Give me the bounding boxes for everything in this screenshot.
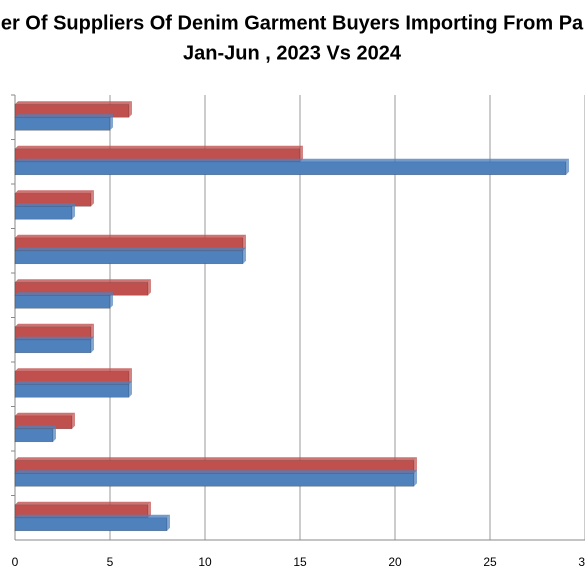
bar-top xyxy=(15,470,417,474)
bar-top xyxy=(15,292,113,296)
bar xyxy=(14,472,415,487)
bar-side xyxy=(129,368,132,385)
bar-side xyxy=(110,292,113,309)
bar-side xyxy=(167,514,170,531)
bar-top xyxy=(15,101,132,105)
bar-top xyxy=(15,158,569,162)
x-tick-label: 0 xyxy=(12,555,19,569)
bar-side xyxy=(566,158,569,175)
x-tick-label: 25 xyxy=(483,555,497,569)
bar-side xyxy=(414,457,417,474)
bar-top xyxy=(15,279,151,283)
bar-side xyxy=(129,381,132,398)
bar-top xyxy=(15,336,94,340)
bar-top xyxy=(15,234,246,238)
bar xyxy=(14,294,111,309)
bar-side xyxy=(72,412,75,429)
x-tick-label: 15 xyxy=(293,555,307,569)
bar xyxy=(14,383,130,398)
bar-top xyxy=(15,247,246,251)
bar-top xyxy=(15,368,132,372)
chart-subtitle: Jan-Jun , 2023 Vs 2024 xyxy=(183,42,402,64)
bar-side xyxy=(414,470,417,487)
bar-side xyxy=(300,145,303,162)
bar-side xyxy=(72,203,75,220)
bar-top xyxy=(15,190,94,194)
bar xyxy=(14,161,567,176)
bar-side xyxy=(148,279,151,296)
bar-side xyxy=(243,247,246,264)
bar-side xyxy=(91,323,94,340)
bar-top xyxy=(15,514,170,518)
x-tick-label: 20 xyxy=(388,555,402,569)
bar-top xyxy=(15,412,75,416)
bar xyxy=(14,428,54,443)
bar-top xyxy=(15,203,75,207)
bar-side xyxy=(110,114,113,131)
bar-side xyxy=(129,101,132,118)
bar-top xyxy=(15,323,94,327)
bar-top xyxy=(15,457,417,461)
x-tick-label: 5 xyxy=(107,555,114,569)
bar xyxy=(14,339,92,354)
bar xyxy=(14,116,111,131)
bar-top xyxy=(15,501,151,505)
bar-top xyxy=(15,381,132,385)
bar-side xyxy=(243,234,246,251)
bar-top xyxy=(15,145,303,149)
bar-side xyxy=(148,501,151,518)
bar xyxy=(14,250,244,265)
bar xyxy=(14,205,73,220)
bar-top xyxy=(15,425,56,429)
bar-side xyxy=(53,425,56,442)
bar xyxy=(14,517,168,532)
chart-title: er Of Suppliers Of Denim Garment Buyers … xyxy=(1,12,584,34)
x-tick-label: 10 xyxy=(198,555,212,569)
bar-side xyxy=(91,336,94,353)
bar-top xyxy=(15,114,113,118)
bar-side xyxy=(91,190,94,207)
x-tick-label: 30 xyxy=(578,555,585,569)
